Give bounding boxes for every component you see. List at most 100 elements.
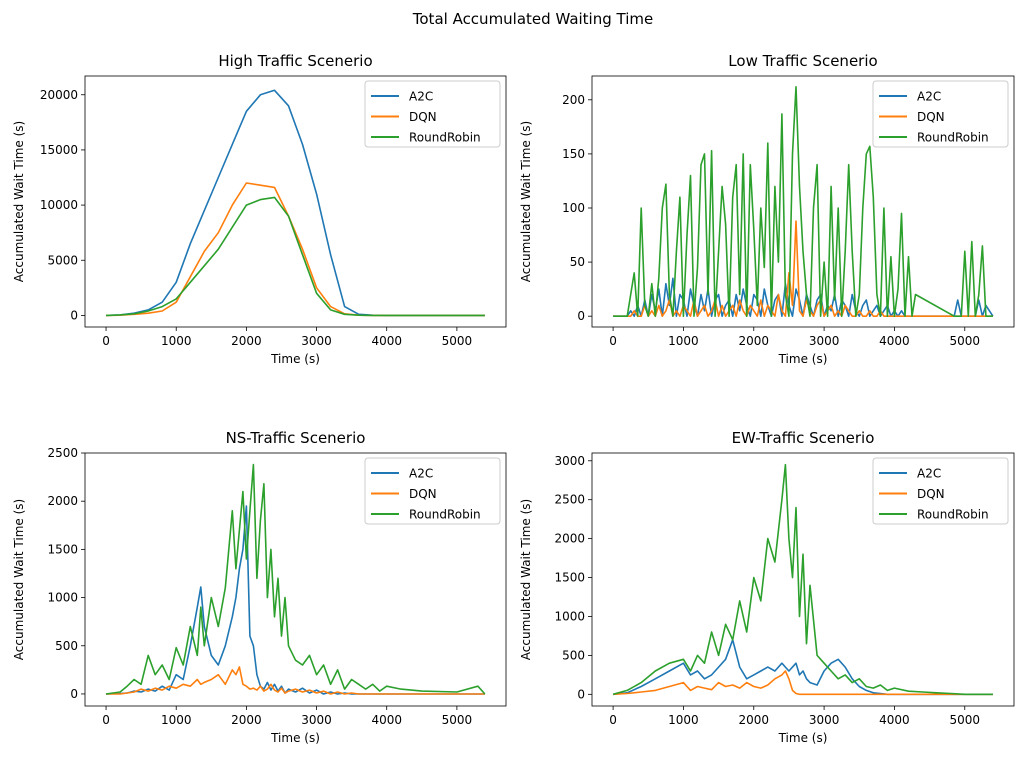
subplot-title: EW-Traffic Scenerio <box>732 429 875 447</box>
series-line-dqn <box>613 670 993 696</box>
axes-frame <box>84 75 507 328</box>
y-tick-label: 3000 <box>554 454 585 468</box>
y-tick-label: 500 <box>55 639 78 653</box>
legend: A2C DQN RoundRobin <box>364 457 501 525</box>
series-line-roundrobin <box>105 196 485 317</box>
subplot-1: 0 1000 2000 3000 4000 5000 0 5000 10000 15000 2000… <box>12 52 507 366</box>
x-tick-label: 5000 <box>949 334 980 348</box>
series-line-roundrobin <box>612 463 993 696</box>
y-tick-label: 1500 <box>554 571 585 585</box>
plot-area <box>105 463 486 695</box>
x-tick-label: 0 <box>609 334 617 348</box>
plot-area <box>105 89 485 317</box>
y-tick-label: 2000 <box>47 494 78 508</box>
x-axis-label: Time (s) <box>778 352 828 366</box>
legend-label-dqn: DQN <box>917 110 945 124</box>
figure-suptitle: Total Accumulated Waiting Time <box>412 10 653 28</box>
legend-label-dqn: DQN <box>917 487 945 501</box>
series-line-roundrobin <box>105 463 486 695</box>
legend: A2C DQN RoundRobin <box>364 80 501 148</box>
y-tick-label: 100 <box>562 201 585 215</box>
series-line-roundrobin <box>613 86 993 318</box>
legend-label-a2c: A2C <box>409 90 433 104</box>
y-tick-label: 150 <box>562 147 585 161</box>
y-tick-label: 500 <box>562 648 585 662</box>
y-tick-label: 2000 <box>554 532 585 546</box>
subplot-title: NS-Traffic Scenerio <box>226 429 366 447</box>
x-tick-label: 3000 <box>809 713 840 727</box>
y-tick-label: 200 <box>562 93 585 107</box>
subplot-title: High Traffic Scenerio <box>218 52 372 70</box>
legend-label-dqn: DQN <box>409 110 437 124</box>
x-tick-label: 0 <box>102 334 110 348</box>
y-tick-label: 1000 <box>47 591 78 605</box>
y-tick-label: 2500 <box>47 446 78 460</box>
y-tick-label: 0 <box>70 308 78 322</box>
legend: A2C DQN RoundRobin <box>872 457 1009 525</box>
x-tick-label: 3000 <box>301 334 332 348</box>
legend-frame <box>872 80 1009 148</box>
x-axis-label: Time (s) <box>778 731 828 745</box>
series-line-dqn <box>613 220 993 318</box>
x-tick-label: 4000 <box>879 713 910 727</box>
x-tick-label: 1000 <box>161 713 192 727</box>
axes-frame <box>591 75 1015 328</box>
y-axis-label: Accumulated Wait Time (s) <box>519 499 533 660</box>
y-tick-label: 0 <box>577 687 585 701</box>
y-axis-label: Accumulated Wait Time (s) <box>519 121 533 282</box>
legend-label-a2c: A2C <box>409 467 433 481</box>
y-tick-label: 0 <box>70 687 78 701</box>
y-tick-label: 15000 <box>40 143 78 157</box>
legend-label-dqn: DQN <box>409 487 437 501</box>
legend-frame <box>872 457 1009 525</box>
legend-frame <box>364 457 501 525</box>
x-tick-label: 5000 <box>949 713 980 727</box>
series-line-dqn <box>106 666 485 695</box>
subplot-2: 0 1000 2000 3000 4000 5000 0 50 100 150 200 Low Tra… <box>519 52 1015 366</box>
x-tick-label: 2000 <box>738 713 769 727</box>
y-tick-label: 10000 <box>40 198 78 212</box>
x-tick-label: 1000 <box>668 713 699 727</box>
y-tick-label: 1000 <box>554 609 585 623</box>
plot-area <box>613 86 994 318</box>
legend-label-roundrobin: RoundRobin <box>917 508 989 522</box>
x-tick-label: 5000 <box>442 334 473 348</box>
x-tick-label: 1000 <box>668 334 699 348</box>
x-tick-label: 3000 <box>301 713 332 727</box>
x-tick-label: 0 <box>609 713 617 727</box>
legend: A2C DQN RoundRobin <box>872 80 1009 148</box>
axes-frame <box>84 452 507 707</box>
y-tick-label: 1500 <box>47 542 78 556</box>
x-tick-label: 2000 <box>738 334 769 348</box>
y-tick-label: 50 <box>570 255 585 269</box>
legend-label-roundrobin: RoundRobin <box>409 508 481 522</box>
plot-area <box>612 463 993 696</box>
legend-label-roundrobin: RoundRobin <box>917 131 989 145</box>
legend-label-a2c: A2C <box>917 467 941 481</box>
subplot-4: 0 1000 2000 3000 4000 5000 0 500 1000 1500 2000 250… <box>519 429 1015 745</box>
subplot-title: Low Traffic Scenerio <box>728 52 877 70</box>
x-tick-label: 4000 <box>879 334 910 348</box>
y-tick-label: 2500 <box>554 493 585 507</box>
x-tick-label: 2000 <box>231 713 262 727</box>
subplot-3: 0 1000 2000 3000 4000 5000 0 500 1000 1500 2000 250… <box>12 429 507 745</box>
y-axis-label: Accumulated Wait Time (s) <box>12 121 26 282</box>
subplot-grid: 0 1000 2000 3000 4000 50000500010000150002000… <box>12 52 1015 745</box>
x-tick-label: 3000 <box>809 334 840 348</box>
axes-frame <box>591 452 1015 707</box>
x-tick-label: 5000 <box>442 713 473 727</box>
x-tick-label: 4000 <box>371 334 402 348</box>
x-axis-label: Time (s) <box>270 731 320 745</box>
y-axis-label: Accumulated Wait Time (s) <box>12 499 26 660</box>
legend-label-a2c: A2C <box>917 90 941 104</box>
x-tick-label: 1000 <box>161 334 192 348</box>
series-line-dqn <box>105 182 485 317</box>
x-tick-label: 4000 <box>371 713 402 727</box>
y-tick-label: 20000 <box>40 88 78 102</box>
x-tick-label: 2000 <box>231 334 262 348</box>
y-tick-label: 0 <box>577 309 585 323</box>
x-tick-label: 0 <box>102 713 110 727</box>
y-tick-label: 5000 <box>47 253 78 267</box>
x-axis-label: Time (s) <box>270 352 320 366</box>
